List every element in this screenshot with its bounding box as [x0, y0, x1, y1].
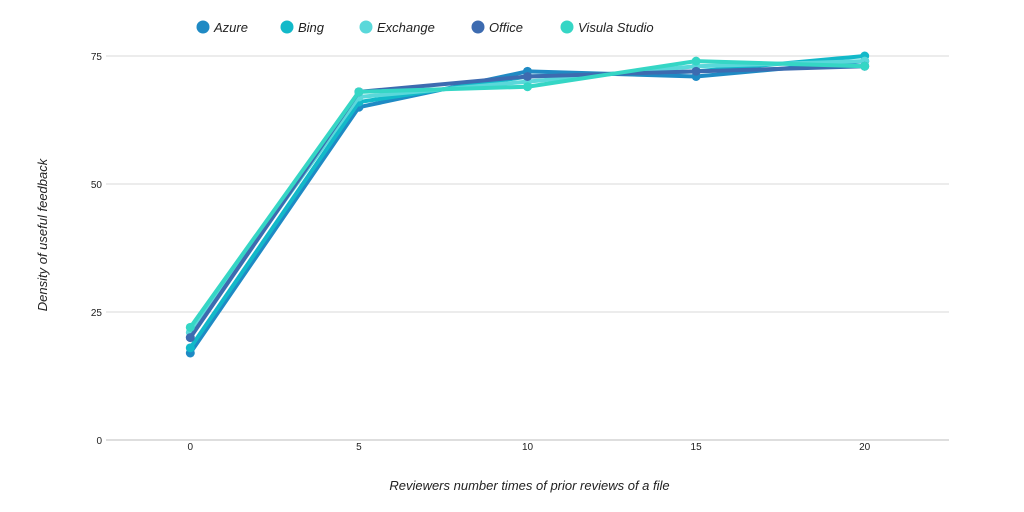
legend-label: Visula Studio: [578, 20, 654, 35]
data-point: [860, 61, 870, 71]
legend-marker: [196, 20, 210, 34]
legend-marker: [359, 20, 373, 34]
x-axis-title: Reviewers number times of prior reviews …: [389, 478, 669, 493]
legend-label: Exchange: [377, 20, 435, 35]
series-line: [188, 54, 867, 350]
legend-marker: [471, 20, 485, 34]
series-line: [188, 59, 867, 335]
legend-marker: [280, 20, 294, 34]
gridlines: [106, 55, 949, 441]
series-bing: [185, 51, 870, 353]
data-point: [691, 66, 701, 76]
y-tick-label: 50: [91, 180, 103, 191]
y-tick-label: 75: [91, 52, 103, 63]
legend-item: Bing: [280, 20, 325, 35]
y-tick-label: 25: [91, 308, 103, 319]
series-line: [188, 59, 867, 355]
x-tick-label: 15: [691, 442, 703, 453]
legend-label: Azure: [213, 20, 248, 35]
legend-marker: [560, 20, 574, 34]
y-axis-title: Density of useful feedback: [35, 157, 50, 311]
legend-item: Azure: [196, 20, 248, 35]
x-tick-label: 20: [859, 442, 871, 453]
data-point: [185, 322, 195, 332]
legend: Azure Bing Exchange Office Visula Studio: [196, 20, 654, 35]
legend-item: Exchange: [359, 20, 435, 35]
y-tick-label: 0: [96, 436, 102, 447]
data-point: [185, 343, 195, 353]
data-point: [523, 71, 532, 81]
legend-item: Visula Studio: [560, 20, 654, 35]
legend-label: Bing: [298, 20, 325, 35]
tick-labels: 0 25 50 75 0 5 10 15 20: [91, 52, 871, 453]
legend-label: Office: [489, 20, 523, 35]
x-tick-label: 10: [522, 442, 534, 453]
series-visula-studio: [185, 56, 870, 332]
data-point: [523, 82, 532, 92]
data-point: [691, 56, 701, 66]
x-tick-label: 0: [188, 442, 194, 453]
data-point: [185, 333, 195, 343]
series-lines: [185, 51, 870, 358]
x-tick-label: 5: [356, 442, 362, 453]
legend-item: Office: [471, 20, 523, 35]
data-point: [354, 87, 364, 97]
